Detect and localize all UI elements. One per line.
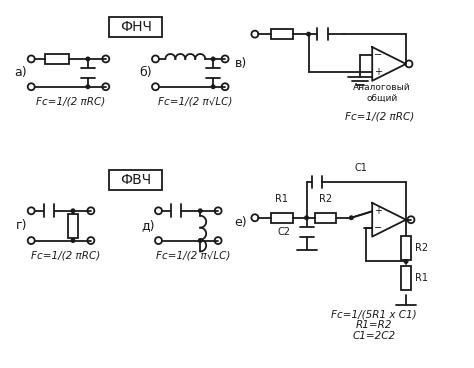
Circle shape — [85, 84, 91, 89]
Text: ФНЧ: ФНЧ — [119, 20, 152, 34]
Text: Fc=1/(2 πRC): Fc=1/(2 πRC) — [31, 251, 100, 261]
Text: а): а) — [15, 66, 27, 79]
Text: общий: общий — [366, 94, 398, 103]
Circle shape — [306, 32, 311, 37]
Text: Fc=1/(2 πRC): Fc=1/(2 πRC) — [345, 112, 414, 121]
FancyBboxPatch shape — [109, 170, 163, 190]
Bar — [315, 213, 337, 223]
Circle shape — [198, 238, 203, 243]
Circle shape — [71, 208, 75, 213]
Text: C1: C1 — [355, 163, 368, 173]
Text: C1=2C2: C1=2C2 — [353, 331, 396, 341]
Text: R2: R2 — [415, 243, 428, 253]
Text: Fc=1/(2 π√LC): Fc=1/(2 π√LC) — [158, 97, 232, 107]
Text: Fc=1/(5R1 x C1): Fc=1/(5R1 x C1) — [331, 309, 417, 319]
Circle shape — [71, 238, 75, 243]
Text: г): г) — [16, 219, 27, 232]
Text: ФВЧ: ФВЧ — [120, 173, 151, 187]
Circle shape — [210, 84, 216, 89]
Text: R1=R2: R1=R2 — [356, 320, 392, 330]
Bar — [271, 29, 292, 39]
Circle shape — [85, 56, 91, 61]
Text: C2: C2 — [278, 227, 291, 237]
Circle shape — [198, 208, 203, 213]
Circle shape — [210, 56, 216, 61]
Text: R2: R2 — [319, 194, 332, 204]
Text: −: − — [374, 223, 382, 233]
Text: Fc=1/(2 π√LC): Fc=1/(2 π√LC) — [156, 251, 230, 261]
Bar — [271, 213, 292, 223]
Bar — [68, 214, 78, 238]
Bar — [401, 266, 411, 290]
Circle shape — [403, 259, 409, 264]
Text: +: + — [374, 206, 382, 216]
Text: R1: R1 — [415, 273, 428, 283]
FancyBboxPatch shape — [109, 17, 163, 37]
Text: е): е) — [234, 216, 247, 229]
Circle shape — [349, 215, 354, 220]
Text: в): в) — [235, 57, 247, 70]
Bar — [45, 54, 69, 64]
Bar — [401, 236, 411, 260]
Text: Fc=1/(2 πRC): Fc=1/(2 πRC) — [36, 97, 106, 107]
Text: −: − — [374, 50, 382, 60]
Text: Аналоговый: Аналоговый — [353, 83, 411, 92]
Text: д): д) — [141, 219, 155, 232]
Text: +: + — [374, 67, 382, 77]
Text: б): б) — [139, 66, 152, 79]
Circle shape — [304, 215, 309, 220]
Text: R1: R1 — [275, 194, 288, 204]
